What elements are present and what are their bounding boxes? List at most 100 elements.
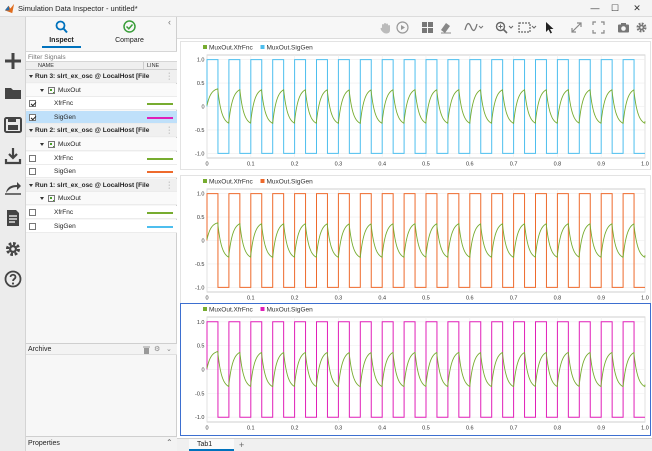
column-header: NAME LINE	[26, 62, 177, 70]
y-tick-label: -1.0	[195, 151, 204, 157]
x-tick-label: 0.8	[554, 296, 562, 302]
line-color-swatch[interactable]	[147, 157, 173, 160]
signal-name: XfrFnc	[54, 100, 74, 108]
signal-checkbox[interactable]	[29, 209, 36, 216]
group-row[interactable]: MuxOut	[26, 138, 177, 151]
properties-expand-chevron-icon[interactable]: ⌃	[166, 438, 173, 447]
pan-hand-icon[interactable]	[379, 21, 392, 34]
run-row[interactable]: Run 1: slrt_ex_osc @ LocalHost [File · · ·	[26, 178, 177, 192]
fullscreen-icon[interactable]	[592, 21, 605, 34]
plot-3[interactable]: MuxOut.XfrFnc MuxOut.SigGen 0 0.1 0.2 0.3 0.4 0…	[180, 303, 651, 436]
signal-row[interactable]: SigGen	[26, 165, 177, 179]
layout-grid-icon[interactable]	[421, 21, 434, 34]
export-icon[interactable]	[3, 177, 23, 197]
signal-checkbox[interactable]	[29, 100, 36, 108]
expand-arrow-icon[interactable]	[29, 129, 33, 133]
add-tab-button[interactable]: +	[239, 440, 245, 450]
signal-row[interactable]: XfrFnc	[26, 151, 177, 165]
line-color-swatch[interactable]	[147, 116, 173, 119]
title-bar: Simulation Data Inspector - untitled* — …	[0, 0, 652, 17]
filter-signals-input[interactable]	[26, 52, 166, 62]
tab-compare[interactable]: Compare	[102, 17, 157, 47]
x-tick-label: 0.9	[597, 162, 605, 168]
chart-svg: MuxOut.XfrFnc MuxOut.SigGen 0 0.1 0.2 0.3 0.4 0…	[195, 178, 649, 302]
new-plus-icon[interactable]	[3, 51, 23, 71]
plot-settings-gear-icon[interactable]	[635, 21, 648, 34]
x-tick-label: 0.1	[247, 296, 255, 302]
series-line-xfrfnc	[206, 350, 646, 388]
legend-label: MuxOut.XfrFnc	[209, 44, 253, 51]
legend-label: MuxOut.SigGen	[267, 44, 314, 51]
signal-checkbox[interactable]	[29, 113, 36, 121]
signal-row[interactable]: SigGen	[26, 219, 177, 233]
y-tick-label: 0.5	[197, 344, 205, 350]
legend-swatch	[203, 179, 207, 183]
tab-tab1[interactable]: Tab1	[189, 439, 234, 451]
signal-style-icon[interactable]	[464, 21, 484, 34]
legend-label: MuxOut.XfrFnc	[209, 178, 253, 185]
line-color-swatch[interactable]	[147, 212, 173, 214]
expand-arrow-icon[interactable]	[29, 183, 33, 187]
x-tick-label: 0	[205, 426, 208, 432]
eraser-icon[interactable]	[439, 21, 452, 34]
report-icon[interactable]	[3, 208, 23, 228]
expand-arrow-icon[interactable]	[40, 88, 44, 92]
zoom-icon[interactable]	[495, 21, 514, 34]
run-row[interactable]: Run 3: slrt_ex_osc @ LocalHost [File · · ·	[26, 70, 177, 83]
x-tick-label: 1.0	[641, 162, 649, 168]
import-icon[interactable]	[3, 146, 23, 166]
expand-icon[interactable]	[570, 21, 583, 34]
run-options-kebab-icon[interactable]: · · ·	[168, 178, 171, 192]
snapshot-camera-icon[interactable]	[617, 21, 630, 34]
run-label: Run 3: slrt_ex_osc @ LocalHost [File	[35, 73, 150, 80]
settings-gear-icon[interactable]	[3, 239, 23, 259]
maximize-button[interactable]: ☐	[610, 3, 620, 13]
plot-2[interactable]: MuxOut.XfrFnc MuxOut.SigGen 0 0.1 0.2 0.3 0.4 0…	[180, 175, 651, 304]
fit-to-view-icon[interactable]	[518, 21, 537, 34]
expand-arrow-icon[interactable]	[40, 143, 44, 146]
name-column-header[interactable]: NAME	[38, 63, 54, 69]
expand-arrow-icon[interactable]	[29, 75, 33, 78]
group-row[interactable]: MuxOut	[26, 192, 177, 206]
help-icon[interactable]	[3, 269, 23, 289]
line-color-swatch[interactable]	[147, 171, 173, 174]
signal-checkbox[interactable]	[29, 222, 36, 230]
run-options-kebab-icon[interactable]: · · ·	[168, 124, 171, 138]
save-icon[interactable]	[3, 115, 23, 135]
y-tick-label: 0	[201, 105, 204, 111]
y-tick-label: 0	[201, 368, 204, 374]
close-button[interactable]: ✕	[633, 3, 641, 13]
plot-area: MuxOut.XfrFnc MuxOut.SigGen 0 0.1 0.2 0.3 0.4 0…	[177, 39, 652, 438]
open-folder-icon[interactable]	[3, 83, 23, 103]
filter-box	[26, 51, 177, 62]
signal-row[interactable]: XfrFnc	[26, 206, 177, 219]
run-options-kebab-icon[interactable]: · · ·	[168, 70, 171, 83]
line-color-swatch[interactable]	[147, 103, 173, 106]
archive-settings-gear-icon[interactable]: ⚙	[154, 346, 161, 353]
plot-1[interactable]: MuxOut.XfrFnc MuxOut.SigGen 0 0.1 0.2 0.3 0.4 0…	[180, 41, 651, 170]
tab-inspect[interactable]: Inspect	[34, 17, 89, 48]
signal-name: XfrFnc	[54, 154, 74, 162]
run-label: Run 2: slrt_ex_osc @ LocalHost [File	[35, 127, 150, 135]
signal-row[interactable]: SigGen	[26, 110, 177, 124]
cursor-icon[interactable]	[543, 21, 556, 34]
signal-checkbox[interactable]	[29, 168, 36, 176]
expand-arrow-icon[interactable]	[40, 197, 44, 201]
series-line-siggen	[206, 321, 645, 418]
run-label: Run 1: slrt_ex_osc @ LocalHost [File	[35, 181, 150, 189]
signal-checkbox[interactable]	[29, 154, 36, 162]
line-color-swatch[interactable]	[147, 225, 173, 228]
signal-row[interactable]: XfrFnc	[26, 97, 177, 111]
signal-name: SigGen	[54, 113, 76, 121]
x-tick-label: 0.1	[247, 162, 255, 168]
line-column-header[interactable]: LINE	[147, 63, 160, 69]
play-icon[interactable]	[396, 21, 409, 34]
trash-icon[interactable]	[143, 346, 150, 354]
group-row[interactable]: MuxOut	[26, 83, 177, 97]
collapse-panel-chevron-icon[interactable]: ‹	[168, 17, 171, 27]
minimize-button[interactable]: —	[590, 3, 600, 13]
y-tick-label: -1.0	[195, 415, 204, 421]
legend-swatch	[260, 307, 265, 311]
run-row[interactable]: Run 2: slrt_ex_osc @ LocalHost [File · · ·	[26, 124, 177, 138]
archive-expand-chevron-icon[interactable]: ⌄	[166, 346, 172, 353]
